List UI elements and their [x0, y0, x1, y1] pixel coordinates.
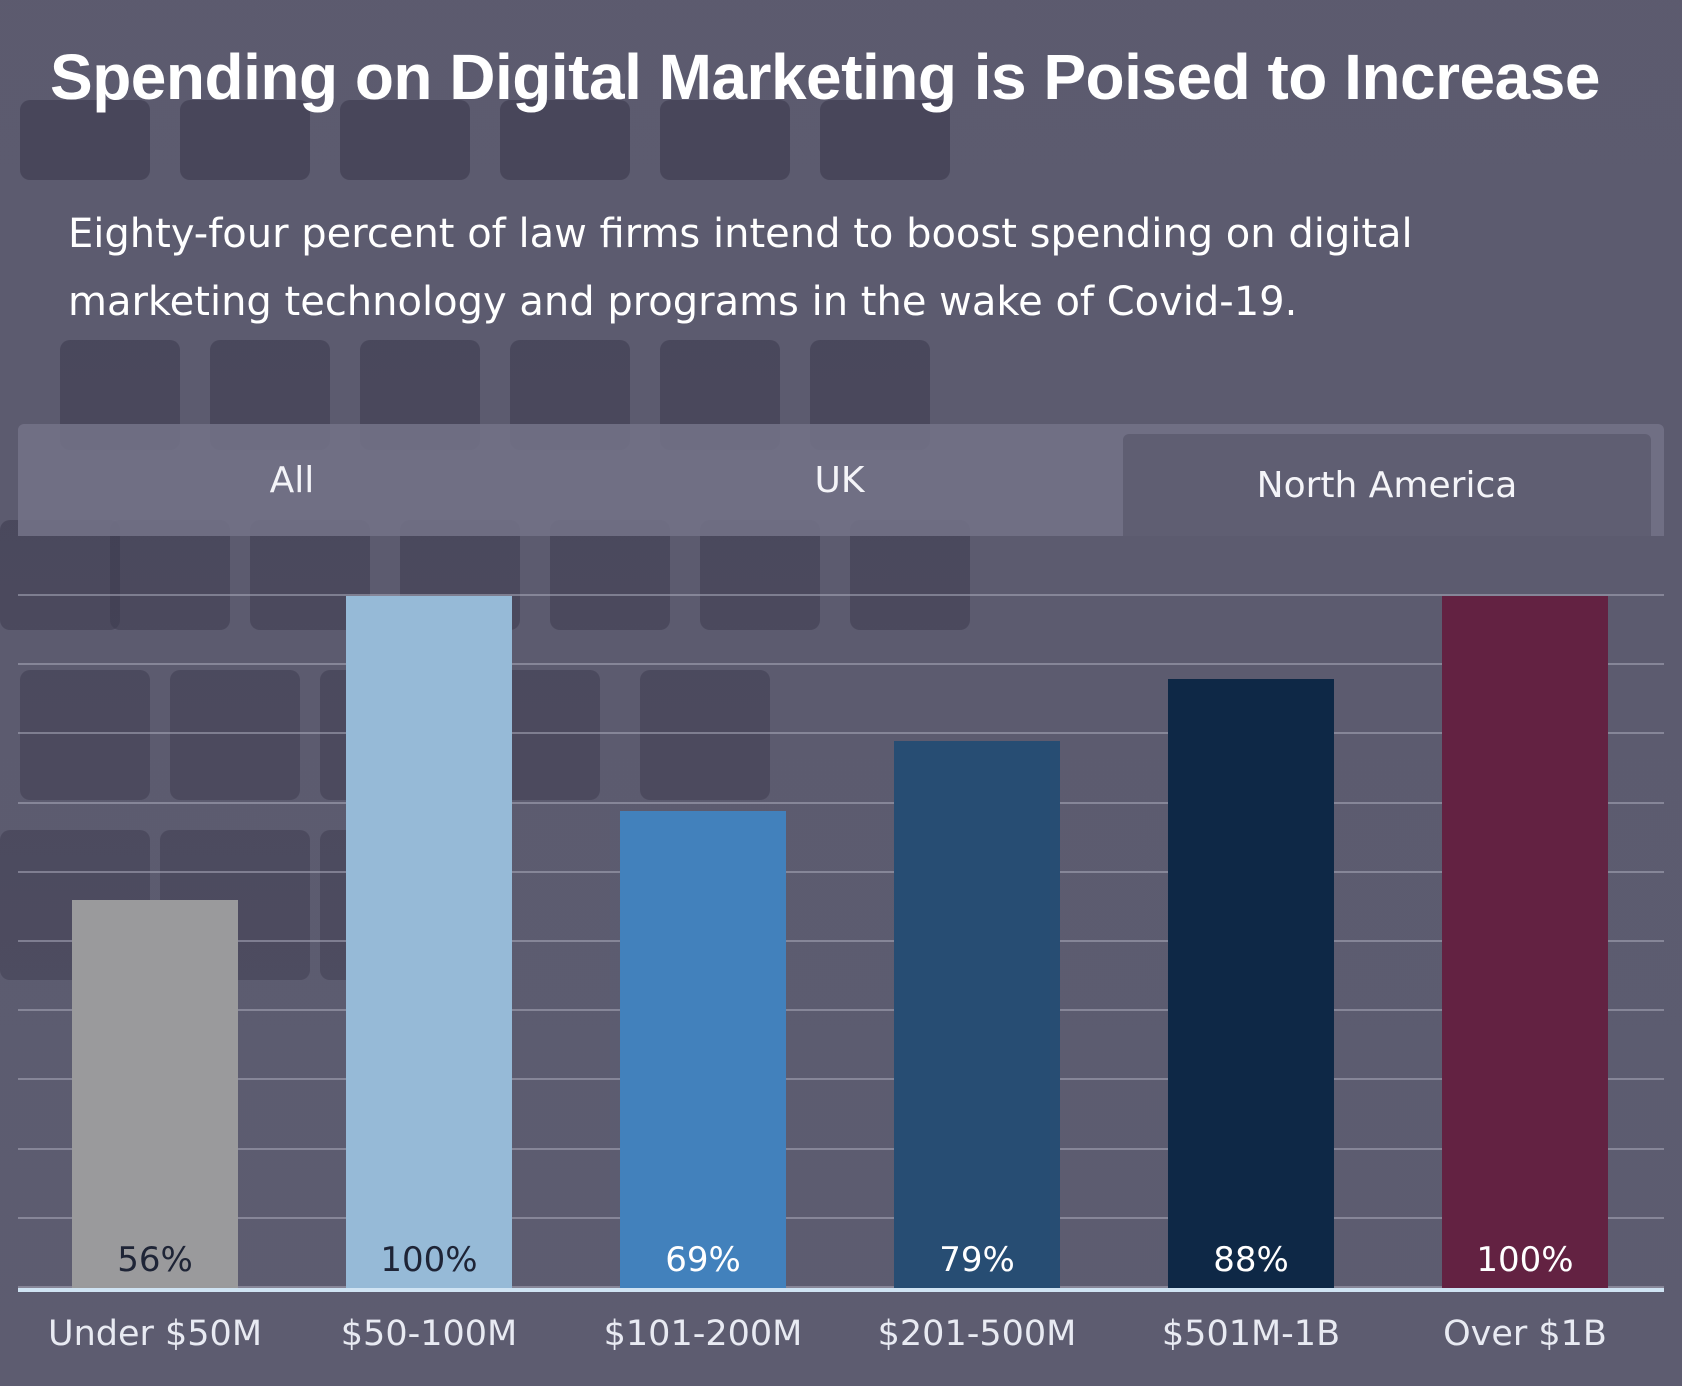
- background-key: [550, 520, 670, 630]
- background-key: [180, 100, 310, 180]
- background-key: [820, 100, 950, 180]
- x-axis-baseline: [18, 1288, 1664, 1292]
- bar-value-label: 79%: [939, 1240, 1015, 1280]
- background-key: [20, 100, 150, 180]
- background-key: [110, 520, 230, 630]
- bar: [1168, 679, 1334, 1288]
- tab-all[interactable]: All: [269, 459, 315, 501]
- bar-value-label: 88%: [1213, 1240, 1289, 1280]
- grid-line: [18, 1009, 1664, 1012]
- bar: [1442, 596, 1608, 1288]
- grid-line: [18, 1286, 1664, 1288]
- grid-line: [18, 594, 1664, 596]
- grid-line: [18, 801, 1664, 804]
- tab-uk[interactable]: UK: [814, 459, 865, 501]
- bar-value-label: 56%: [117, 1240, 193, 1280]
- grid-line: [18, 940, 1664, 942]
- background-key: [660, 100, 790, 180]
- bar: [72, 900, 238, 1288]
- bar: [346, 596, 512, 1288]
- x-tick-label: $201-500M: [877, 1314, 1077, 1354]
- background-key: [640, 670, 770, 800]
- x-tick-label: Under $50M: [47, 1314, 263, 1354]
- x-tick-label: Over $1B: [1443, 1314, 1607, 1354]
- grid-line: [18, 1078, 1664, 1081]
- background-key: [850, 520, 970, 630]
- x-tick-label: $501M-1B: [1161, 1314, 1341, 1354]
- background-key: [0, 520, 120, 630]
- bar-value-label: 100%: [380, 1240, 478, 1280]
- bar-value-label: 69%: [665, 1240, 741, 1280]
- grid-line: [18, 1147, 1664, 1150]
- grid-line: [18, 870, 1664, 873]
- x-tick-label: $101-200M: [603, 1314, 803, 1354]
- region-tabs: All UK North America: [18, 424, 1664, 536]
- tab-north-america[interactable]: North America: [1123, 434, 1651, 536]
- bar-chart: 56% Under $50M 100% $50-100M 69% $101-200M 79%…: [18, 536, 1664, 1354]
- grid-line: [18, 1216, 1664, 1219]
- background-key: [340, 100, 470, 180]
- background-key: [700, 520, 820, 630]
- background-key: [20, 670, 150, 800]
- x-tick-label: $50-100M: [340, 1314, 518, 1354]
- bar: [894, 741, 1060, 1288]
- page-subtitle: Eighty-four percent of law firms intend …: [68, 211, 1413, 325]
- bar: [620, 810, 786, 1288]
- grid-line: [18, 663, 1664, 666]
- background-key: [500, 100, 630, 180]
- bar-value-label: 100%: [1476, 1240, 1574, 1280]
- page-title: Spending on Digital Marketing is Poised …: [50, 41, 1600, 113]
- background-key: [170, 670, 300, 800]
- grid-line: [18, 732, 1664, 735]
